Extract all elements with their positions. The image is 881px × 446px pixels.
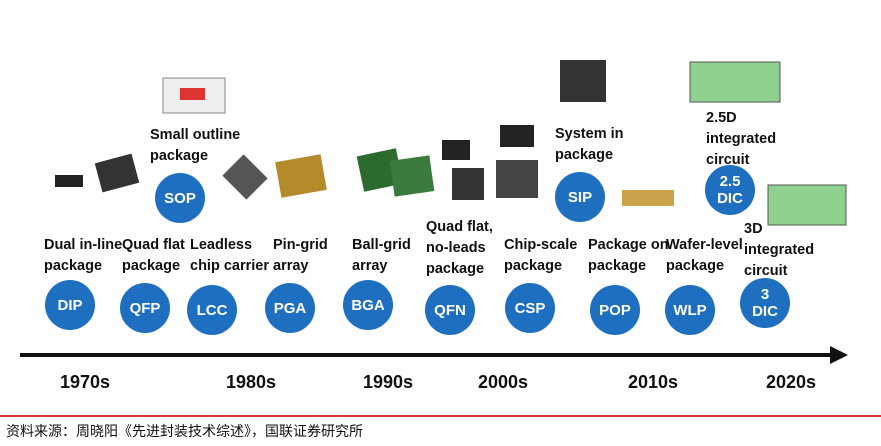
package-circle: 2.5 DIC	[705, 165, 755, 215]
package-label: Wafer-level package	[666, 237, 743, 274]
package-circle: PGA	[265, 283, 315, 333]
package-circle: 3 DIC	[740, 278, 790, 328]
package-label: Package on package	[588, 237, 669, 274]
package-label: Chip-scale package	[504, 237, 578, 274]
package-label: Leadless chip carrier	[190, 237, 269, 274]
decade-label: 2020s	[766, 372, 817, 392]
package-label: Dual in-line package	[44, 237, 123, 274]
decade-label: 1980s	[226, 372, 277, 392]
decade-label: 2010s	[628, 372, 679, 392]
decade-label: 1970s	[60, 372, 111, 392]
package-circle: QFP	[120, 283, 170, 333]
package-label: Pin-grid array	[273, 237, 328, 274]
package-circle: QFN	[425, 285, 475, 335]
decade-label: 1990s	[363, 372, 414, 392]
source-note: 资料来源：周晓阳《先进封装技术综述》，国联证券研究所	[6, 423, 363, 439]
chip-icons	[55, 60, 847, 226]
package-circle: POP	[590, 285, 640, 335]
arrow-head	[830, 346, 848, 364]
package-circle: BGA	[343, 280, 393, 330]
decade-label: 2000s	[478, 372, 529, 392]
package-label: System in package	[555, 126, 624, 163]
package-label: 2.5D integrated circuit	[706, 110, 777, 168]
package-label: 3D integrated circuit	[744, 221, 815, 279]
package-circle: DIP	[45, 280, 95, 330]
package-label: Small outline package	[150, 127, 241, 164]
package-circle: SOP	[155, 173, 205, 223]
package-label: Ball-grid array	[352, 237, 411, 274]
package-label: Quad flat, no-leads package	[426, 219, 493, 277]
package-circle: SIP	[555, 172, 605, 222]
package-circle: LCC	[187, 285, 237, 335]
package-circle: WLP	[665, 285, 715, 335]
package-circle: CSP	[505, 283, 555, 333]
package-label: Quad flat package	[122, 237, 185, 274]
